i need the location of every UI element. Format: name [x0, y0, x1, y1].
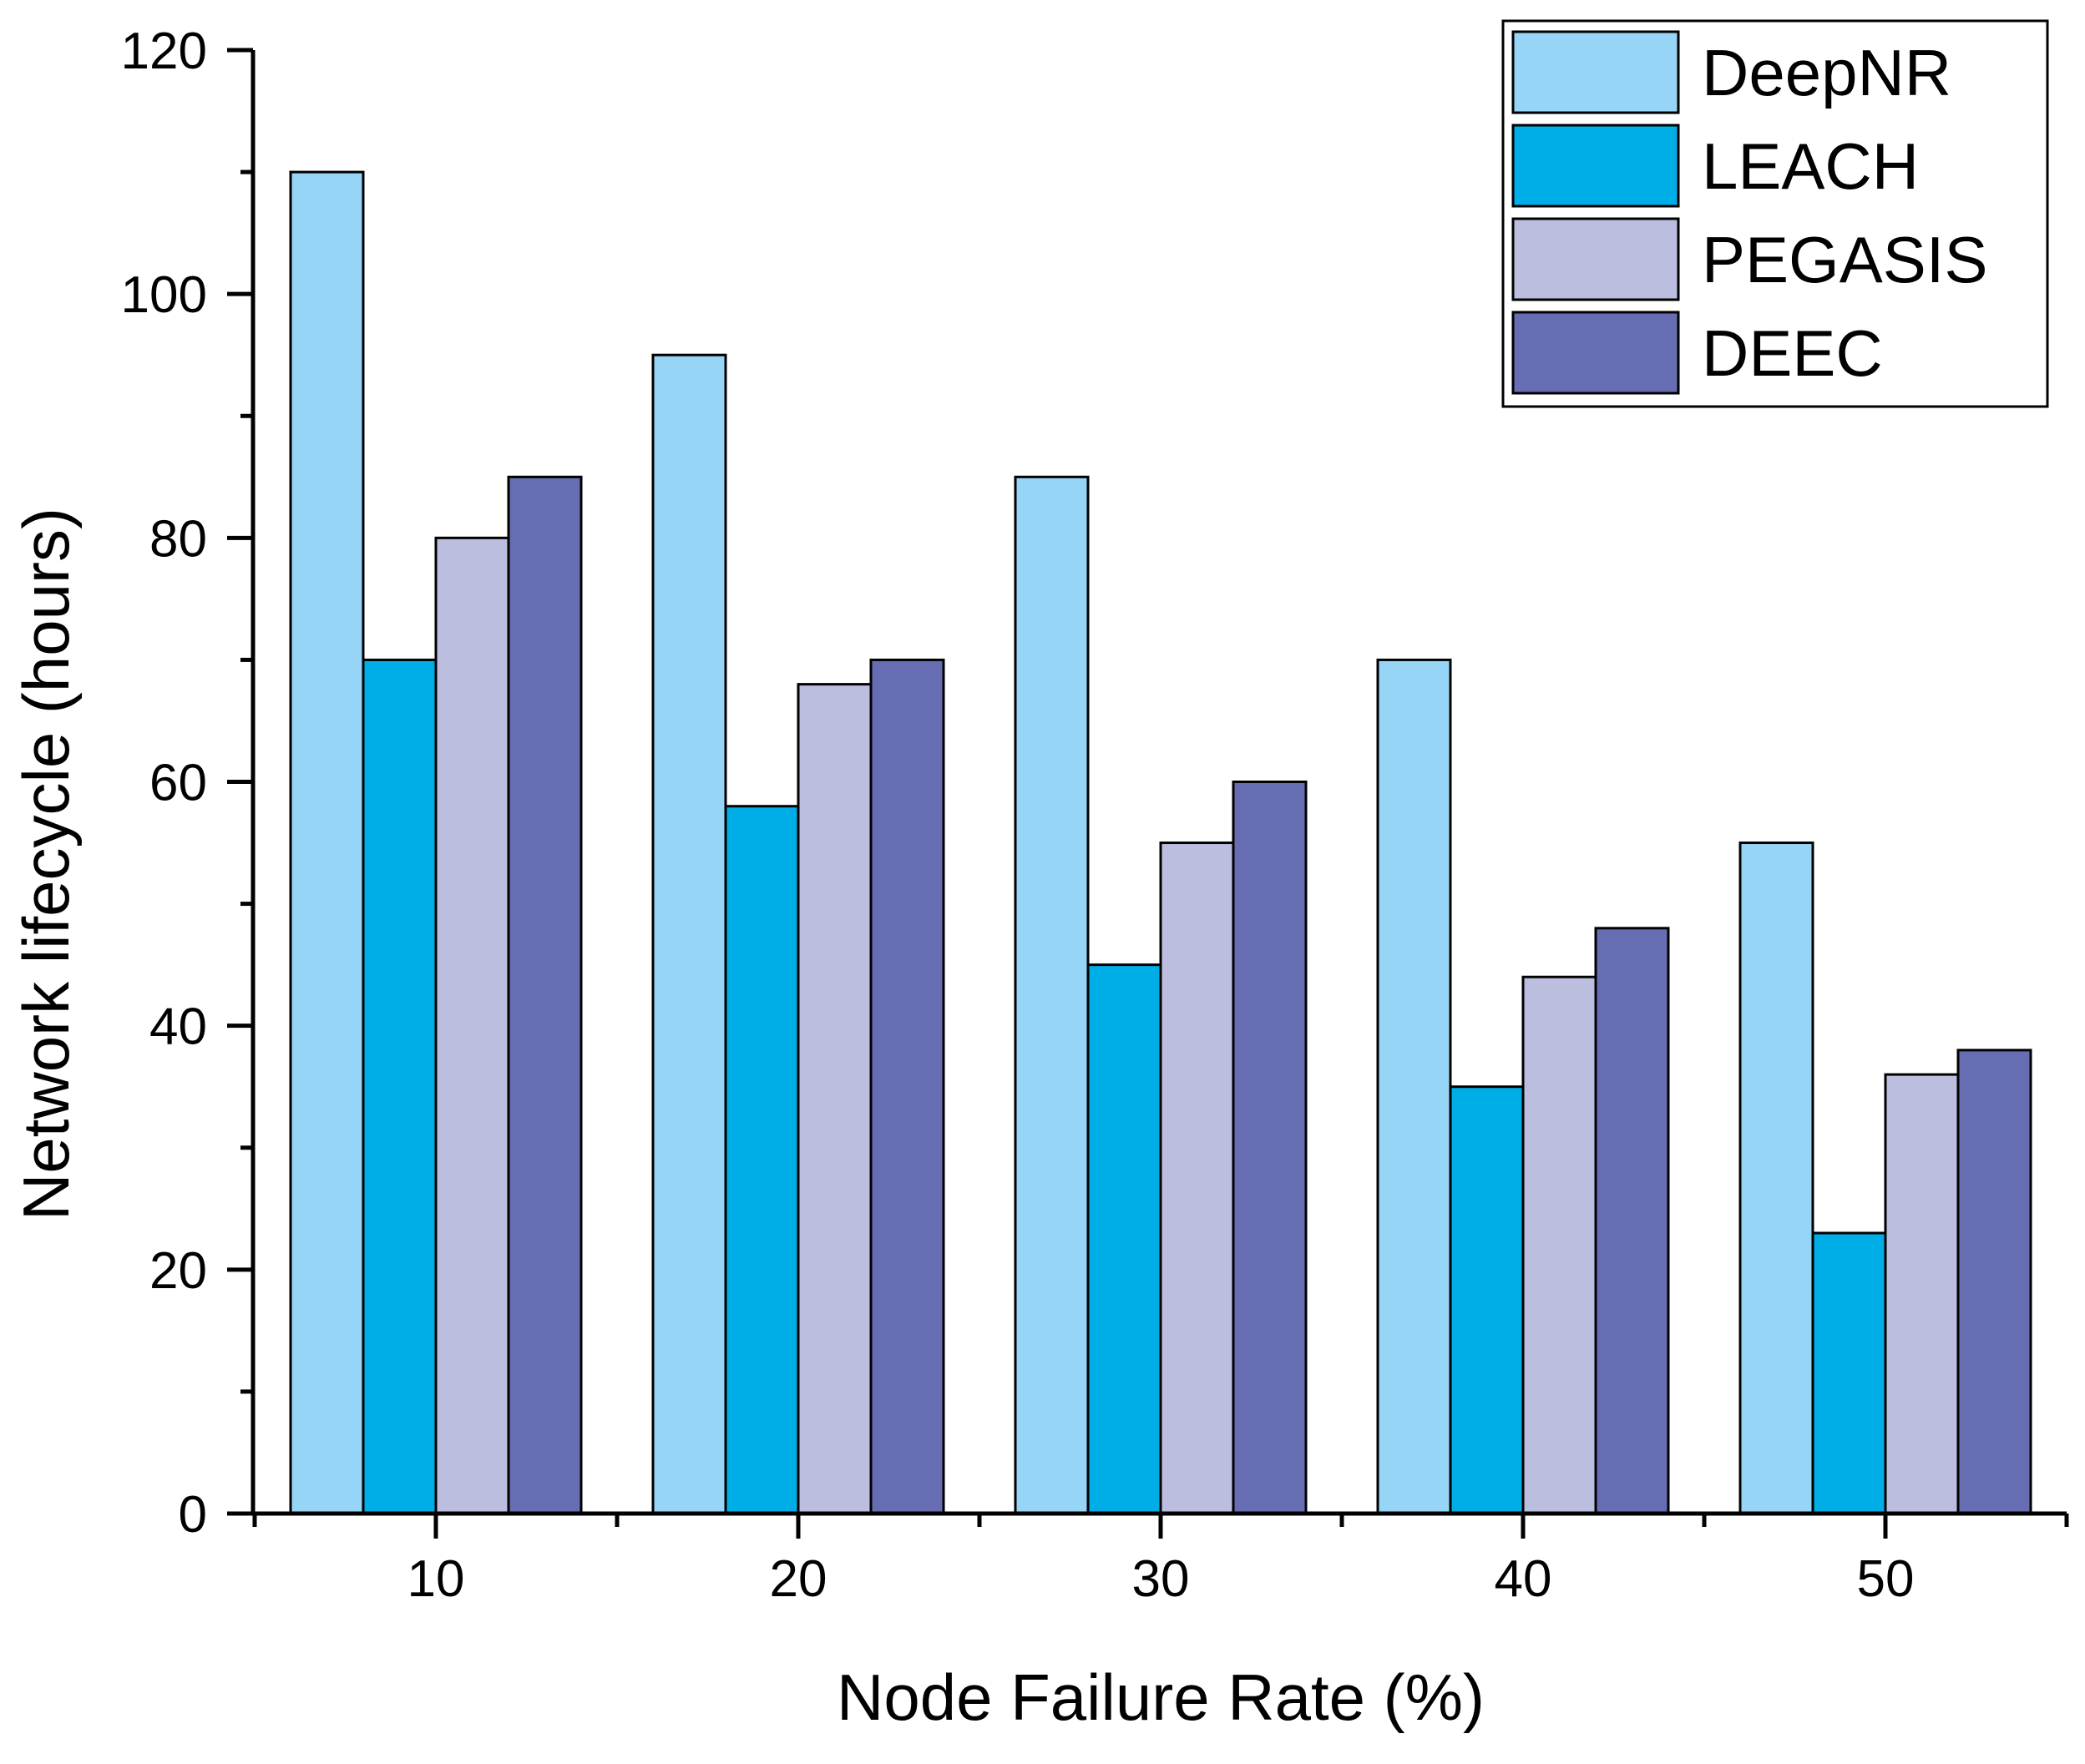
- legend: DeepNR LEACH PEGASIS DEEC: [1501, 19, 2049, 408]
- bar-leach-40: [1449, 1085, 1525, 1515]
- legend-label-deepnr: DeepNR: [1702, 36, 1951, 109]
- y-tick-label: 40: [149, 998, 207, 1056]
- bar-deepnr-10: [289, 170, 365, 1515]
- y-tick-label: 100: [121, 266, 207, 324]
- bar-deepnr-50: [1738, 842, 1814, 1515]
- bar-deec-50: [1956, 1049, 2032, 1515]
- legend-swatch-pegasis: [1511, 217, 1680, 301]
- bar-leach-20: [724, 805, 800, 1515]
- x-tick-label: 20: [770, 1550, 827, 1608]
- bar-leach-50: [1811, 1231, 1887, 1515]
- y-tick-label: 20: [149, 1242, 207, 1300]
- x-tick-label: 50: [1857, 1550, 1915, 1608]
- x-ticks-group: 10 20 30 40 50: [252, 1514, 2069, 1608]
- bar-leach-30: [1086, 963, 1162, 1515]
- x-tick-label: 10: [407, 1550, 465, 1608]
- bar-pegasis-20: [797, 683, 873, 1515]
- bar-deec-40: [1594, 927, 1670, 1515]
- bar-deepnr-40: [1376, 658, 1452, 1515]
- bar-leach-10: [362, 658, 438, 1515]
- legend-swatch-deec: [1511, 311, 1680, 395]
- x-tick-label: 40: [1495, 1550, 1552, 1608]
- bar-pegasis-40: [1521, 975, 1597, 1515]
- legend-swatch-deepnr: [1511, 30, 1680, 114]
- y-tick-label: 60: [149, 755, 207, 812]
- bars-group: [289, 170, 2032, 1515]
- y-tick-label: 80: [149, 510, 207, 568]
- bar-deec-30: [1232, 781, 1308, 1515]
- legend-label-leach: LEACH: [1702, 129, 1919, 203]
- y-ticks-group: 0 20 40 60 80 100 120: [121, 23, 253, 1544]
- bar-deepnr-30: [1014, 475, 1090, 1515]
- y-tick-label: 0: [179, 1486, 207, 1544]
- y-tick-label: 120: [121, 23, 207, 80]
- bar-deepnr-20: [651, 353, 727, 1515]
- legend-label-pegasis: PEGASIS: [1702, 223, 1987, 296]
- x-axis-title: Node Failure Rate (%): [837, 1660, 1485, 1734]
- legend-label-deec: DEEC: [1702, 316, 1883, 390]
- bar-pegasis-10: [434, 536, 510, 1515]
- x-tick-label: 30: [1132, 1550, 1190, 1608]
- y-axis-title: Network lifecycle (hours): [9, 508, 83, 1221]
- bar-pegasis-50: [1884, 1073, 1960, 1515]
- bar-pegasis-30: [1159, 842, 1235, 1515]
- bar-deec-20: [869, 658, 945, 1515]
- legend-swatch-leach: [1511, 124, 1680, 208]
- bar-deec-10: [507, 475, 583, 1515]
